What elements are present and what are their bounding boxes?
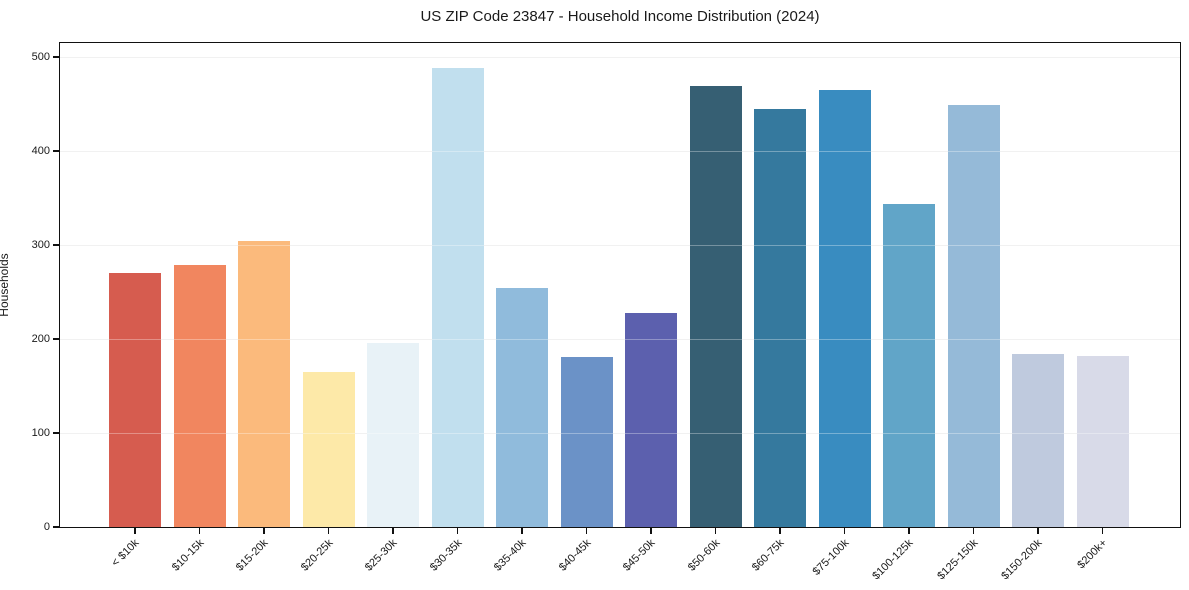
x-tick-label: $75-100k xyxy=(810,537,851,578)
y-tick-label: 100 xyxy=(31,427,50,439)
bar-$35-40k xyxy=(496,288,548,527)
y-tick-mark xyxy=(53,56,59,58)
chart-plot-area xyxy=(59,42,1181,528)
x-tick-mark xyxy=(843,528,846,534)
x-tick-label: $15-20k xyxy=(233,537,271,574)
bar-< $10k xyxy=(109,273,161,527)
x-tick-label: $200k+ xyxy=(1074,537,1109,572)
bar-$40-45k xyxy=(560,356,613,527)
x-tick-label: $40-45k xyxy=(556,537,593,574)
bar-$10-15k xyxy=(173,264,226,527)
gridline xyxy=(60,57,1180,58)
x-tick-label: $50-60k xyxy=(685,537,722,574)
gridline-overlay xyxy=(60,57,1180,58)
x-tick-mark xyxy=(327,528,330,534)
y-tick-label: 200 xyxy=(31,333,50,345)
y-tick-mark xyxy=(53,432,59,434)
x-tick-mark xyxy=(134,528,136,534)
x-tick-label: $20-25k xyxy=(298,537,335,574)
x-tick-mark xyxy=(908,528,910,534)
y-tick-label: 400 xyxy=(31,145,50,157)
bar-$60-75k xyxy=(754,108,806,527)
bar-$150-200k xyxy=(1012,354,1064,527)
y-tick-mark xyxy=(53,244,59,246)
x-tick-mark xyxy=(456,528,459,534)
gridline xyxy=(60,433,1180,434)
x-tick-label: $125-150k xyxy=(934,537,980,583)
gridline-overlay xyxy=(60,339,1180,340)
y-axis-label: Households xyxy=(0,253,11,317)
x-tick-label: $10-15k xyxy=(169,537,206,574)
y-tick-mark xyxy=(53,526,59,528)
x-tick-mark xyxy=(1037,528,1039,534)
bar-$50-60k xyxy=(689,86,742,527)
x-tick-label: $35-40k xyxy=(491,537,529,574)
gridline xyxy=(60,339,1180,340)
bar-$25-30k xyxy=(367,342,419,527)
bar-$200k+ xyxy=(1076,355,1129,527)
x-tick-mark xyxy=(1101,528,1104,534)
gridline xyxy=(60,245,1180,246)
bar-$30-35k xyxy=(431,68,484,527)
gridline-overlay xyxy=(60,245,1180,246)
bar-$15-20k xyxy=(238,241,290,527)
y-tick-mark xyxy=(53,338,59,340)
x-tick-mark xyxy=(521,528,523,534)
x-tick-mark xyxy=(650,528,652,534)
x-tick-label: $30-35k xyxy=(427,537,464,574)
bar-$100-125k xyxy=(883,203,935,527)
x-tick-mark xyxy=(714,528,717,534)
gridline-overlay xyxy=(60,151,1180,152)
gridline xyxy=(60,151,1180,152)
gridline-overlay xyxy=(60,433,1180,434)
chart-title: US ZIP Code 23847 - Household Income Dis… xyxy=(420,8,820,25)
x-tick-mark xyxy=(198,528,201,534)
x-tick-label: $60-75k xyxy=(749,537,787,574)
y-tick-label: 300 xyxy=(31,239,50,251)
x-tick-label: $25-30k xyxy=(362,537,400,574)
y-tick-label: 500 xyxy=(31,51,50,63)
x-tick-label: $150-200k xyxy=(999,537,1045,583)
bar-$125-150k xyxy=(947,104,1000,527)
x-tick-label: $45-50k xyxy=(620,537,658,574)
x-tick-label: $100-125k xyxy=(870,537,916,583)
y-tick-mark xyxy=(53,150,59,152)
y-tick-label: 0 xyxy=(43,521,50,533)
x-tick-mark xyxy=(263,528,265,534)
x-tick-mark xyxy=(392,528,394,534)
bar-$20-25k xyxy=(302,371,355,527)
bar-$75-100k xyxy=(818,89,871,527)
bar-$45-50k xyxy=(625,312,677,527)
x-tick-mark xyxy=(779,528,781,534)
x-tick-mark xyxy=(585,528,588,534)
x-tick-label: < $10k xyxy=(109,537,142,570)
x-tick-mark xyxy=(972,528,975,534)
